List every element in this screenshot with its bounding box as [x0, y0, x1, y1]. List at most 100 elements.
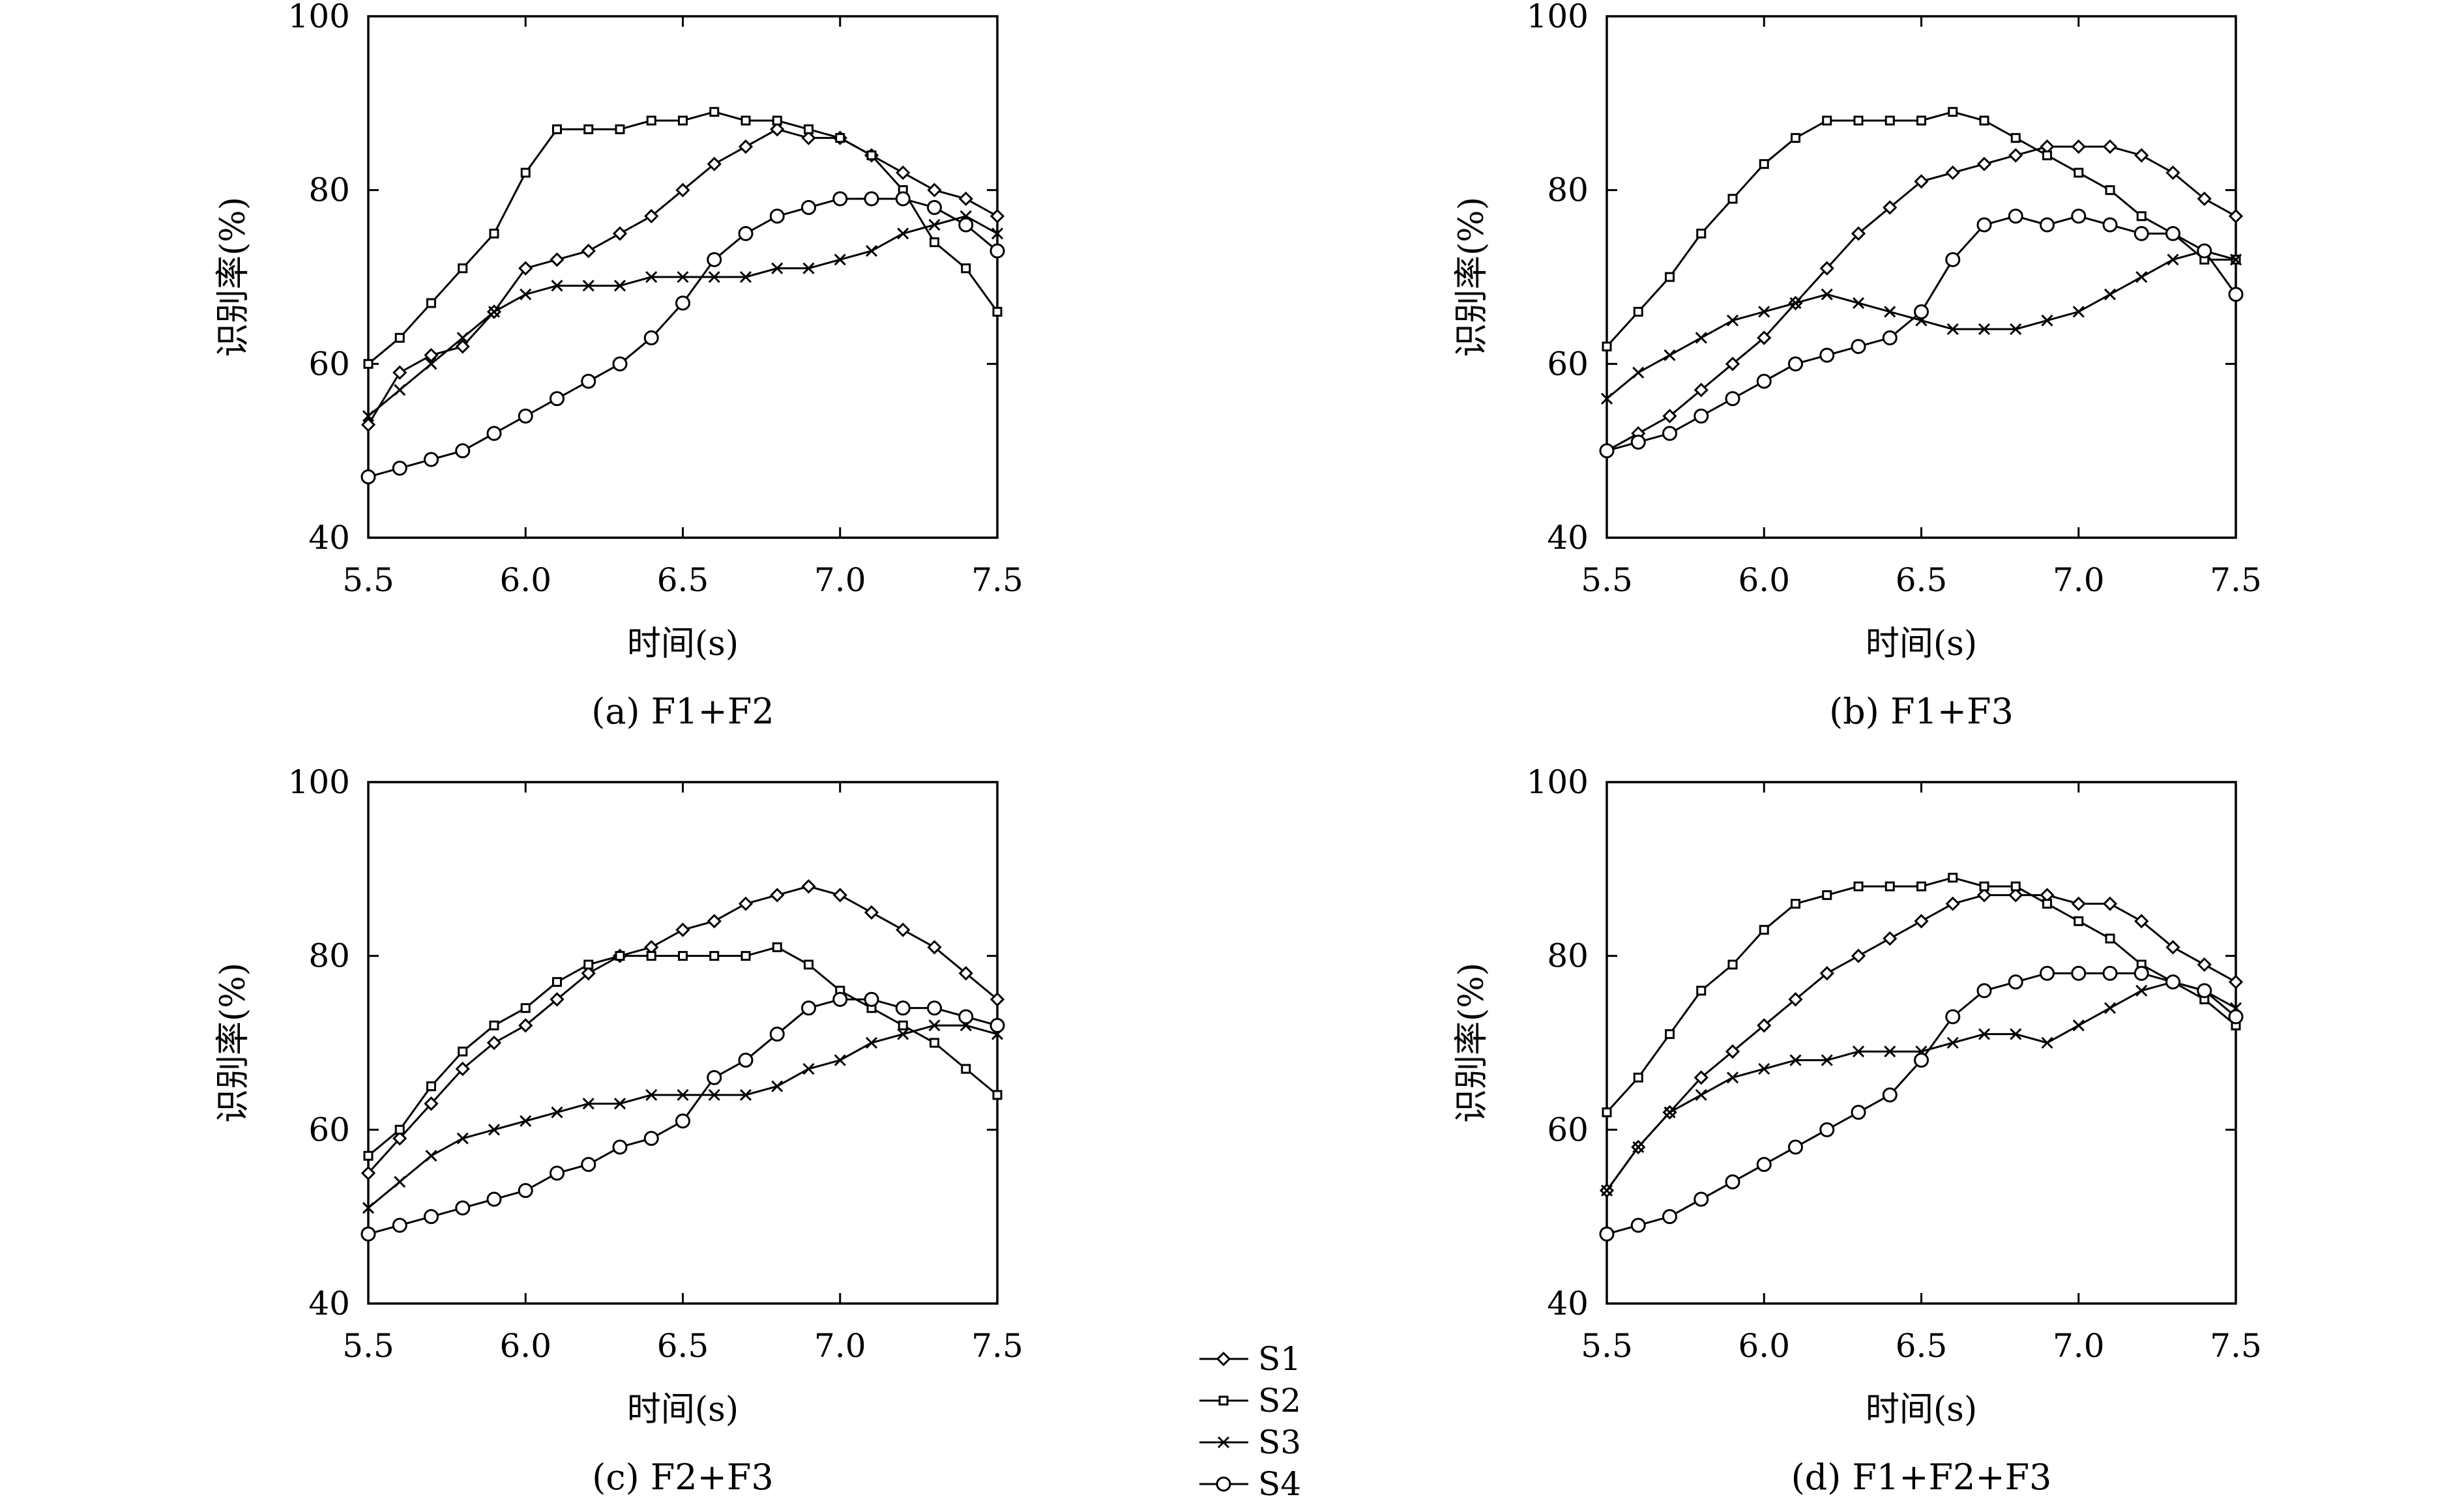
y-tick-label: 80 — [308, 171, 350, 209]
data-point — [2072, 1019, 2085, 1032]
legend-marker — [1217, 1436, 1230, 1449]
data-point — [835, 133, 845, 143]
series-S3 — [362, 1019, 1004, 1214]
data-point — [961, 263, 971, 274]
y-tick-label: 80 — [308, 937, 350, 975]
data-point — [675, 295, 690, 311]
data-point — [2228, 287, 2244, 302]
data-point — [645, 1088, 658, 1101]
data-point — [486, 426, 502, 441]
data-point — [489, 228, 499, 239]
data-point — [2197, 191, 2212, 207]
data-point — [864, 991, 879, 1007]
y-tick-label: 100 — [1527, 763, 1589, 801]
x-tick-label: 6.0 — [1738, 561, 1790, 599]
data-point — [1725, 357, 1740, 372]
data-point — [455, 1200, 471, 1216]
y-axis-label: 识别率(%) — [1452, 963, 1491, 1123]
data-point — [1633, 306, 1643, 317]
data-point — [612, 1139, 628, 1155]
data-point — [772, 115, 782, 126]
data-point — [1756, 1157, 1772, 1173]
series-line — [1606, 250, 2237, 400]
data-point — [1727, 194, 1738, 204]
data-point — [1630, 1217, 1646, 1233]
data-point — [2165, 165, 2180, 181]
data-point — [739, 270, 752, 284]
x-tick-label: 5.5 — [342, 1327, 394, 1365]
data-point — [1600, 1184, 1613, 1197]
data-point — [675, 182, 690, 197]
data-point — [392, 460, 407, 476]
data-point — [928, 218, 941, 231]
data-point — [1853, 115, 1864, 126]
legend-marker — [1218, 1395, 1229, 1406]
data-point — [2197, 983, 2212, 998]
data-point — [992, 306, 1003, 317]
plot-frame — [1606, 781, 2237, 1305]
data-point — [2074, 916, 2084, 926]
data-point — [2008, 974, 2023, 990]
series-S3 — [362, 210, 1004, 422]
data-point — [990, 209, 1005, 224]
y-tick-label: 100 — [288, 763, 350, 801]
data-point — [458, 1046, 468, 1057]
data-point — [2229, 254, 2242, 266]
data-point — [769, 1027, 785, 1042]
legend-label: S2 — [1258, 1382, 1301, 1420]
data-point — [739, 1088, 752, 1101]
data-point — [394, 1176, 406, 1188]
data-point — [2165, 226, 2180, 241]
series-S3 — [1600, 976, 2242, 1197]
data-point — [1725, 1044, 1740, 1059]
series-S2 — [363, 107, 1003, 369]
data-point — [426, 1081, 436, 1092]
data-point — [613, 1098, 626, 1110]
data-point — [1789, 1054, 1802, 1066]
data-point — [1822, 890, 1832, 900]
data-point — [801, 1000, 816, 1016]
data-point — [896, 165, 911, 181]
y-tick-label: 60 — [1547, 345, 1589, 383]
series-S2 — [1602, 107, 2241, 352]
data-point — [1976, 156, 1992, 171]
data-point — [518, 261, 533, 276]
data-point — [1852, 297, 1865, 310]
data-point — [1948, 107, 1958, 117]
x-tick-label: 5.5 — [1581, 1327, 1633, 1365]
chart-panel-1: 5.5 6.0 6.5 7.0 7.5 40 60 80 100 时间(s) 识别率(%) (a) F… — [214, 0, 1023, 732]
data-point — [1694, 383, 1709, 398]
y-tick-label: 60 — [308, 345, 350, 383]
legend-label: S3 — [1258, 1423, 1301, 1461]
data-point — [1695, 1088, 1707, 1101]
data-point — [2071, 209, 2087, 224]
data-point — [1757, 330, 1772, 345]
data-point — [643, 330, 659, 345]
data-point — [1726, 1071, 1739, 1084]
data-point — [802, 262, 815, 274]
data-point — [1662, 1209, 1677, 1225]
data-point — [455, 339, 470, 354]
data-point — [362, 1202, 375, 1214]
data-point — [1788, 992, 1803, 1007]
data-point — [678, 951, 688, 961]
data-point — [927, 940, 942, 955]
data-point — [394, 384, 406, 396]
data-point — [583, 124, 594, 134]
data-point — [675, 922, 690, 937]
data-point — [1821, 288, 1833, 300]
data-point — [2102, 139, 2118, 154]
data-point — [1791, 899, 1800, 909]
data-point — [424, 1209, 439, 1225]
data-point — [455, 443, 471, 459]
data-point — [1945, 165, 1960, 181]
panel-caption: (d) F1+F2+F3 — [1791, 1457, 2052, 1498]
data-point — [1759, 925, 1769, 935]
data-point — [456, 1132, 469, 1144]
data-point — [1758, 306, 1770, 318]
data-point — [1725, 391, 1740, 407]
data-point — [1976, 217, 1992, 233]
legend-item-S4: S4 — [1199, 1465, 1301, 1501]
data-point — [738, 1053, 754, 1068]
legend-marker — [1216, 1351, 1231, 1367]
